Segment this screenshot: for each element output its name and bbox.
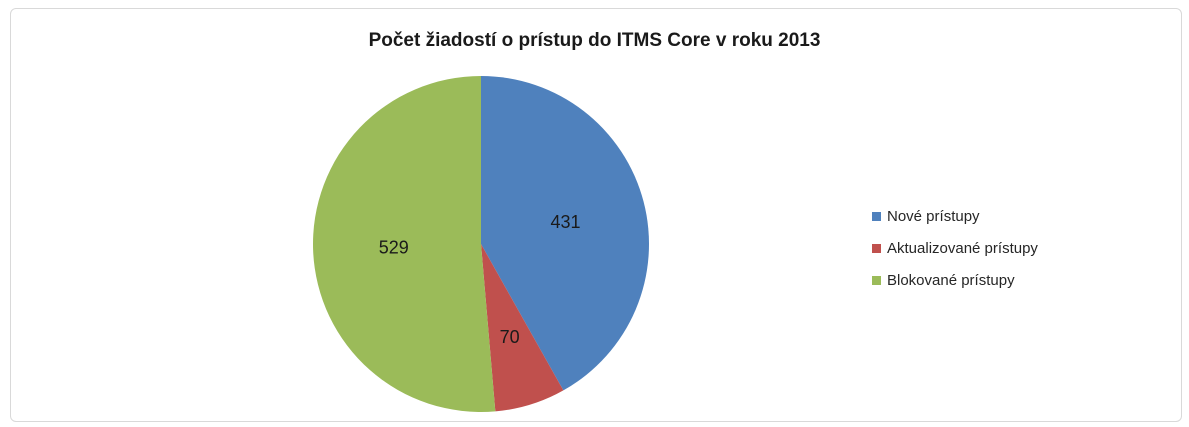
data-label-aktualizovane: 70	[500, 327, 520, 347]
legend-swatch-aktualizovane	[872, 243, 881, 253]
data-label-blokovane: 529	[379, 238, 409, 258]
pie-slice-nove	[481, 76, 649, 391]
legend-swatch-blokovane	[872, 275, 881, 285]
pie-slice-aktualizovane	[481, 244, 564, 412]
legend-item-aktualizovane: Aktualizované prístupy	[872, 232, 1038, 264]
pie-slice-blokovane	[313, 76, 496, 412]
legend-item-nove: Nové prístupy	[872, 200, 1038, 232]
legend-item-blokovane: Blokované prístupy	[872, 264, 1038, 296]
legend-swatch-nove	[872, 211, 881, 221]
legend-label-blokovane: Blokované prístupy	[887, 271, 1015, 289]
data-label-nove: 431	[550, 212, 580, 232]
chart-title: Počet žiadostí o prístup do ITMS Core v …	[368, 30, 821, 51]
legend-label-nove: Nové prístupy	[887, 207, 980, 225]
chart-legend: Nové prístupy Aktualizované prístupy Bloko…	[872, 200, 1038, 296]
legend-label-aktualizovane: Aktualizované prístupy	[887, 239, 1038, 257]
